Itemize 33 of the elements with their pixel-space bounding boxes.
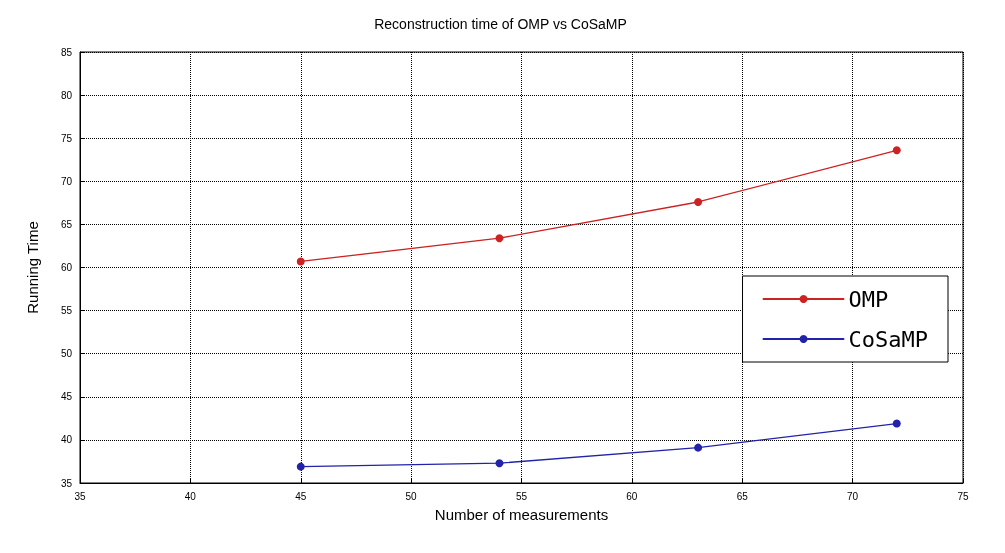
y-tick-label: 40	[60, 434, 73, 446]
x-tick-label: 50	[405, 490, 418, 502]
legend-label: CoSaMP	[848, 326, 929, 352]
point	[296, 257, 305, 266]
y-tick-label: 70	[60, 175, 73, 187]
point	[495, 234, 504, 243]
y-tick-label: 80	[60, 89, 73, 101]
point	[694, 443, 703, 452]
chart-title: Reconstruction time of OMP vs CoSaMP	[374, 16, 627, 32]
point	[495, 459, 504, 468]
point	[296, 462, 305, 471]
y-axis-title: Running Time	[24, 221, 41, 314]
y-tick-label: 50	[60, 348, 73, 360]
y-tick-label: 85	[60, 46, 73, 58]
point	[892, 419, 901, 428]
y-tick-label: 60	[60, 262, 73, 273]
y-tick-label: 35	[60, 477, 73, 489]
x-tick-label: 55	[515, 490, 528, 502]
y-tick-label: 75	[60, 132, 73, 144]
y-tick-label: 65	[60, 218, 73, 230]
x-tick-label: 70	[847, 490, 859, 502]
point	[892, 146, 901, 155]
y-tick-label: 55	[60, 305, 73, 317]
x-tick-label: 40	[184, 490, 197, 502]
x-tick-label: 60	[626, 490, 638, 502]
y-tick-label: 45	[60, 391, 73, 403]
x-tick-label: 65	[736, 490, 749, 502]
x-tick-label: 35	[74, 490, 86, 502]
x-tick-label: 75	[957, 490, 969, 502]
legend-label: OMP	[848, 286, 889, 312]
point	[694, 197, 703, 206]
x-tick-label: 45	[295, 490, 307, 502]
x-axis-title: Number of measurements	[434, 506, 609, 523]
